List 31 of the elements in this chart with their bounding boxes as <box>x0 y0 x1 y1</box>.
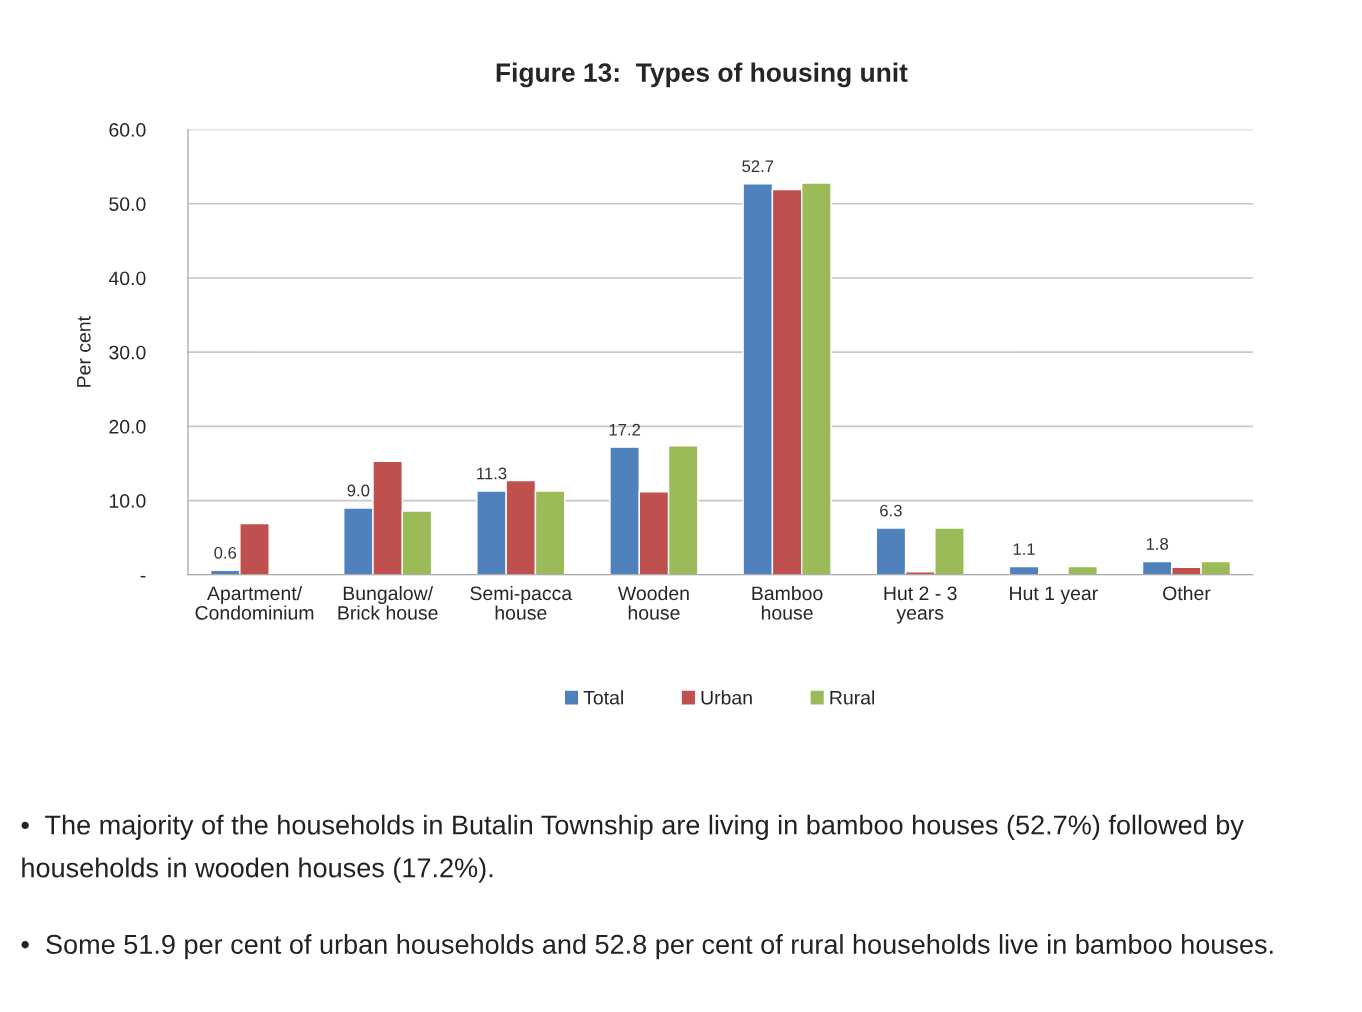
y-tick-label: 50.0 <box>109 197 146 211</box>
data-label: 1.1 <box>1013 543 1035 555</box>
x-tick-label: Hut 1 year <box>1010 586 1098 605</box>
data-label: 0.6 <box>214 546 237 559</box>
data-label: 9.0 <box>347 484 370 497</box>
y-tick-label: 30.0 <box>109 345 146 360</box>
x-tick-label: Wooden house <box>617 585 689 620</box>
chart-title: Figure 13: Types of housing unit <box>496 62 908 88</box>
text: • The majority of the households in Butalin Township are living in bamboo houses (52.7%) followed by households in wooden houses (17.2%). <box>21 814 1244 883</box>
x-tick-label: Other <box>1163 585 1211 601</box>
y-axis-title: Per cent <box>77 316 91 387</box>
y-tick-label: 20.0 <box>109 419 146 434</box>
legend-label: Urban <box>701 690 752 705</box>
y-tick-label: 40.0 <box>108 271 146 286</box>
y-tick-label: - <box>140 575 146 578</box>
y-tick-label: 10.0 <box>109 494 146 508</box>
x-tick-label: Semi-pacca house <box>470 585 573 620</box>
y-tick-label: 60.0 <box>109 123 146 137</box>
x-tick-label: Bungalow/ Brick house <box>338 585 438 620</box>
legend-label: Rural <box>830 690 875 705</box>
legend-label: Total <box>583 690 623 705</box>
data-label: 52.7 <box>742 160 774 173</box>
x-tick-label: Hut 2 - 3 years <box>884 586 957 624</box>
x-tick-label: Bamboo house <box>752 585 823 620</box>
data-label: 6.3 <box>880 504 902 517</box>
data-label: 17.2 <box>609 423 641 436</box>
bar <box>1067 565 1098 575</box>
data-label: 1.8 <box>1146 538 1169 550</box>
data-label: 11.3 <box>477 467 507 480</box>
text: • Some 51.9 per cent of urban households and 52.8 per cent of rural households live in bamboo houses. <box>21 934 1273 960</box>
x-tick-label: Apartment/ Condominium <box>195 585 314 620</box>
